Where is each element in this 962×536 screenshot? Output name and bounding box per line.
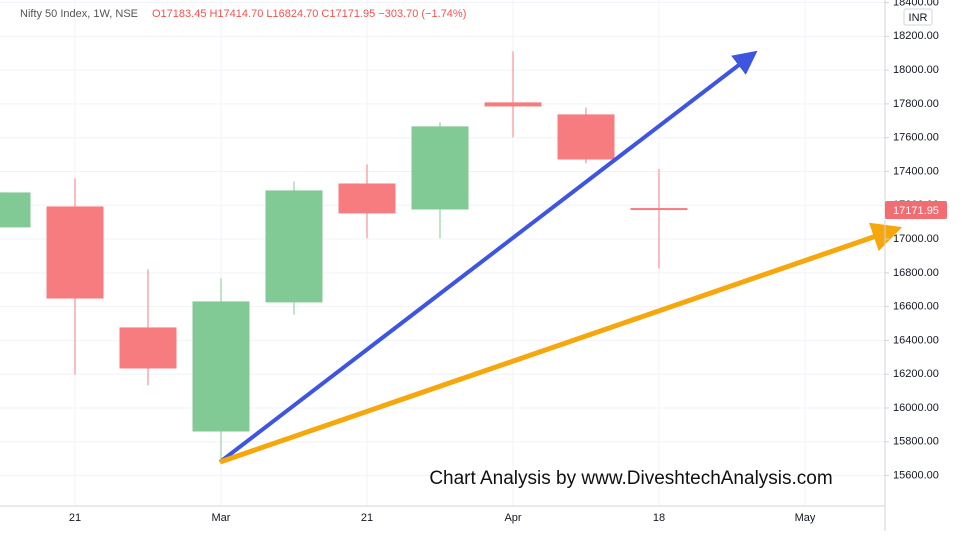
- y-tick-label: 16400.00: [893, 334, 939, 346]
- candle-body: [557, 114, 615, 160]
- candle-body: [0, 192, 31, 228]
- chart-title: Nifty 50 Index, 1W, NSE: [20, 8, 138, 20]
- y-tick-label: 18000.00: [893, 64, 939, 76]
- candle-body: [265, 190, 323, 303]
- currency-box: [903, 8, 933, 26]
- y-tick-label: 18200.00: [893, 30, 939, 42]
- watermark: Chart Analysis by www.DiveshtechAnalysis…: [429, 468, 832, 489]
- candle-body: [192, 301, 250, 432]
- y-tick-label: 15600.00: [893, 469, 939, 481]
- y-tick-label: 17600.00: [893, 132, 939, 144]
- y-tick-label: 16000.00: [893, 402, 939, 414]
- x-tick-label: 21: [361, 512, 373, 524]
- x-tick-label: 18: [653, 512, 665, 524]
- currency: INR: [909, 12, 928, 24]
- x-tick-label: 21: [69, 512, 81, 524]
- trend-arrow: [219, 222, 903, 465]
- trend-arrow: [218, 50, 758, 464]
- y-tick-label: 17400.00: [893, 165, 939, 177]
- candle-body: [484, 102, 542, 107]
- grid: [0, 0, 885, 506]
- candles: [0, 51, 688, 463]
- axes: 15600.00 15800.00 16000.00 16200.00 16400.00…: [69, 0, 947, 524]
- x-tick-label: May: [795, 512, 816, 524]
- candle-body: [46, 206, 104, 299]
- y-tick-label: 18400.00: [893, 0, 939, 8]
- y-tick-label: 16600.00: [893, 301, 939, 313]
- candle-body: [411, 126, 469, 210]
- candle-body: [119, 327, 177, 369]
- y-tick-label: 16200.00: [893, 368, 939, 380]
- candle-body: [630, 208, 688, 211]
- y-tick-label: 15800.00: [893, 436, 939, 448]
- x-tick-label: Mar: [212, 512, 231, 524]
- x-tick-label: Apr: [504, 512, 521, 524]
- y-tick-label: 16800.00: [893, 267, 939, 279]
- candle-body: [338, 183, 396, 214]
- y-tick-label: 17000.00: [893, 233, 939, 245]
- price-tag: [885, 201, 947, 220]
- y-tick-label: 17800.00: [893, 98, 939, 110]
- ohlc-legend: O17183.45 H17414.70 L16824.70 C17171.95 …: [152, 8, 466, 20]
- price-tag-label: 17171.95: [893, 205, 939, 217]
